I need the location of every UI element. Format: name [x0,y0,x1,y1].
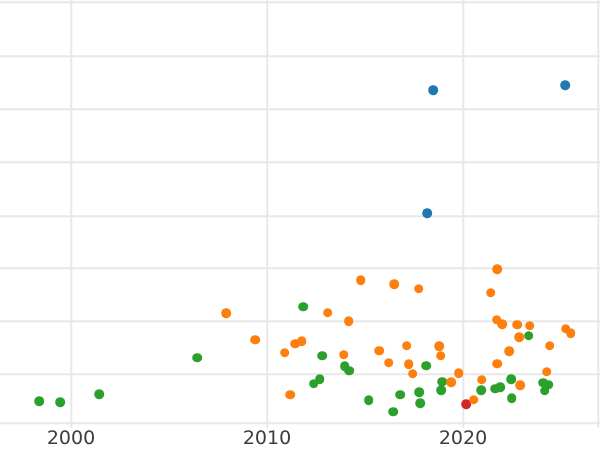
data-point-orange [279,347,290,358]
data-point-green [539,385,550,396]
gridline-horizontal [0,215,600,217]
gridline-horizontal [0,161,600,163]
gridline-vertical [266,0,268,428]
data-point-orange [435,350,446,361]
data-point-green [363,395,374,405]
data-point-green [55,397,65,407]
data-point-green [421,360,431,371]
data-point-orange [446,377,456,387]
data-point-green [523,330,534,341]
data-point-orange [290,338,300,349]
data-point-green [506,374,516,384]
data-point-orange [389,279,399,289]
gridline-horizontal [0,108,600,110]
data-point-green [543,379,554,390]
data-point-green [495,382,505,392]
data-point-green [395,389,405,400]
gridline-horizontal [0,320,600,322]
data-point-green [414,387,424,397]
data-point-orange [322,307,333,318]
gridline-vertical [597,0,599,428]
data-point-orange [565,328,576,338]
x-tick-label-2020: 2020 [438,427,488,449]
gridline-vertical [70,0,72,428]
data-point-orange [468,394,479,405]
data-point-green [298,301,308,312]
plot-area [0,0,600,428]
data-point-orange [338,349,349,360]
data-point-green [94,389,104,399]
data-point-green [308,378,319,389]
data-point-green [437,376,447,387]
data-point-green [490,383,500,394]
data-point-orange [485,287,496,298]
data-point-green [344,365,354,376]
data-point-orange [285,389,295,400]
data-point-orange [515,380,525,390]
data-point-green [314,374,325,384]
data-point-blue [560,80,570,90]
gridline-horizontal [0,1,600,3]
data-point-orange [374,345,384,356]
gridline-horizontal [0,55,600,57]
data-point-orange [401,340,412,351]
data-point-orange [504,346,514,356]
data-point-orange [491,314,502,325]
gridline-horizontal [0,267,600,269]
data-point-orange [560,323,571,334]
data-point-orange [541,366,552,377]
data-point-green [388,406,398,417]
data-point-orange [492,264,502,274]
data-point-orange [476,374,487,385]
data-point-green [415,398,425,408]
data-point-green [192,352,202,363]
gridline-horizontal [0,373,600,375]
data-point-orange [403,359,414,369]
data-point-orange [221,308,231,318]
data-point-green [34,396,44,406]
data-point-red [461,399,471,409]
data-point-green [476,385,486,395]
data-point-orange [296,336,307,346]
data-point-green [538,377,548,388]
data-point-orange [453,368,464,378]
x-tick-label-2000: 2000 [46,427,96,449]
gridline-horizontal [0,422,600,424]
data-point-orange [524,320,535,331]
data-point-orange [512,319,522,330]
data-point-orange [407,368,418,379]
data-point-orange [383,357,394,368]
data-point-green [436,385,446,395]
data-point-orange [250,334,260,345]
data-point-orange [343,316,354,326]
x-axis: 2000 2010 2020 [0,426,600,450]
data-point-orange [544,340,555,351]
data-point-orange [497,319,507,329]
data-point-orange [434,341,444,351]
data-point-green [339,361,350,371]
gridline-vertical [462,0,464,428]
data-point-green [506,393,517,403]
x-tick-label-2010: 2010 [242,427,292,449]
data-point-orange [492,358,502,369]
data-point-orange [413,283,424,294]
data-point-green [317,350,327,361]
data-point-orange [355,275,366,285]
data-point-blue [428,85,438,95]
data-point-blue [422,208,432,218]
data-point-orange [514,332,524,342]
